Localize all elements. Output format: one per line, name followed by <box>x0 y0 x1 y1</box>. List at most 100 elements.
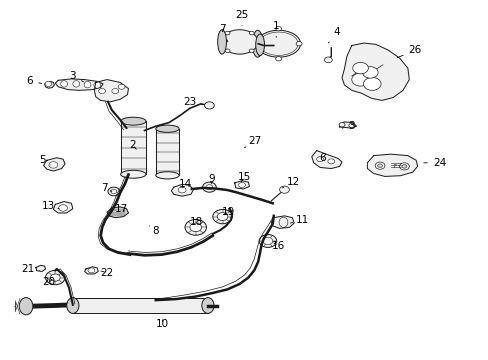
Text: 22: 22 <box>100 267 113 278</box>
Circle shape <box>224 31 229 35</box>
Ellipse shape <box>121 117 146 125</box>
Circle shape <box>59 205 67 211</box>
Circle shape <box>255 41 261 46</box>
Polygon shape <box>234 181 249 189</box>
Text: 9: 9 <box>207 174 214 184</box>
Circle shape <box>259 234 276 247</box>
Circle shape <box>399 163 408 170</box>
Circle shape <box>279 186 289 193</box>
Text: 7: 7 <box>219 24 227 42</box>
Text: 7: 7 <box>101 183 112 193</box>
Circle shape <box>49 162 58 168</box>
Text: 24: 24 <box>423 158 445 168</box>
Circle shape <box>263 237 272 244</box>
Circle shape <box>178 187 185 193</box>
Circle shape <box>238 183 245 188</box>
Text: 17: 17 <box>115 204 128 214</box>
Circle shape <box>374 162 384 169</box>
Ellipse shape <box>61 81 67 87</box>
Circle shape <box>111 189 117 194</box>
Text: 3: 3 <box>69 71 83 82</box>
Ellipse shape <box>202 298 214 314</box>
Text: 4: 4 <box>328 27 340 43</box>
Polygon shape <box>366 154 417 176</box>
Text: 12: 12 <box>282 177 299 188</box>
Circle shape <box>296 41 302 46</box>
Circle shape <box>202 182 216 192</box>
Polygon shape <box>271 216 294 228</box>
Polygon shape <box>171 184 193 196</box>
Circle shape <box>50 274 60 281</box>
Ellipse shape <box>84 81 91 88</box>
Circle shape <box>316 157 323 162</box>
Text: 26: 26 <box>396 45 421 58</box>
Ellipse shape <box>256 30 300 57</box>
Text: 25: 25 <box>235 10 248 26</box>
Circle shape <box>348 123 354 128</box>
Circle shape <box>99 89 105 94</box>
Circle shape <box>45 270 65 285</box>
Circle shape <box>118 84 125 89</box>
Text: 5: 5 <box>39 155 51 165</box>
Polygon shape <box>44 81 54 88</box>
Polygon shape <box>55 79 103 90</box>
Ellipse shape <box>67 298 79 314</box>
Text: 21: 21 <box>21 264 40 274</box>
Ellipse shape <box>121 170 146 178</box>
Text: 13: 13 <box>42 201 59 211</box>
Circle shape <box>275 27 281 31</box>
Circle shape <box>212 210 232 224</box>
Circle shape <box>88 268 95 273</box>
Circle shape <box>45 81 52 86</box>
Circle shape <box>352 62 367 74</box>
Text: 16: 16 <box>271 241 285 251</box>
Circle shape <box>204 102 214 109</box>
Polygon shape <box>311 150 341 168</box>
Text: 18: 18 <box>190 217 203 227</box>
Text: 27: 27 <box>244 136 261 148</box>
Text: 8: 8 <box>149 226 159 236</box>
Circle shape <box>108 187 120 196</box>
Text: F: F <box>392 164 395 169</box>
Text: 2: 2 <box>129 140 136 150</box>
Text: 15: 15 <box>237 172 251 182</box>
Circle shape <box>249 31 254 35</box>
Text: 14: 14 <box>178 179 191 189</box>
Text: 3: 3 <box>342 121 354 131</box>
Circle shape <box>401 165 406 168</box>
Polygon shape <box>121 121 146 174</box>
Polygon shape <box>94 80 128 102</box>
Circle shape <box>363 77 380 90</box>
Circle shape <box>112 89 119 94</box>
Polygon shape <box>84 267 98 274</box>
Ellipse shape <box>221 30 257 54</box>
Text: 23: 23 <box>183 97 203 107</box>
Ellipse shape <box>255 34 264 55</box>
Text: 1: 1 <box>272 21 279 37</box>
Circle shape <box>351 73 368 86</box>
Text: 6: 6 <box>319 153 325 163</box>
Circle shape <box>327 159 334 164</box>
Circle shape <box>184 220 206 235</box>
Ellipse shape <box>73 81 80 87</box>
Circle shape <box>249 49 254 53</box>
Text: 19: 19 <box>222 207 235 217</box>
Circle shape <box>377 164 382 167</box>
Ellipse shape <box>156 125 179 132</box>
Polygon shape <box>341 43 408 100</box>
Polygon shape <box>36 265 45 271</box>
Circle shape <box>224 49 229 53</box>
Polygon shape <box>107 207 128 218</box>
Text: 20: 20 <box>42 277 55 287</box>
Polygon shape <box>156 129 179 175</box>
Text: 6: 6 <box>26 76 42 86</box>
Ellipse shape <box>156 172 179 179</box>
Text: 10: 10 <box>156 319 169 329</box>
Polygon shape <box>339 122 356 128</box>
Ellipse shape <box>94 82 101 88</box>
Ellipse shape <box>252 30 263 57</box>
Ellipse shape <box>19 298 33 315</box>
Circle shape <box>217 213 227 221</box>
Polygon shape <box>53 202 73 213</box>
Circle shape <box>189 223 201 231</box>
